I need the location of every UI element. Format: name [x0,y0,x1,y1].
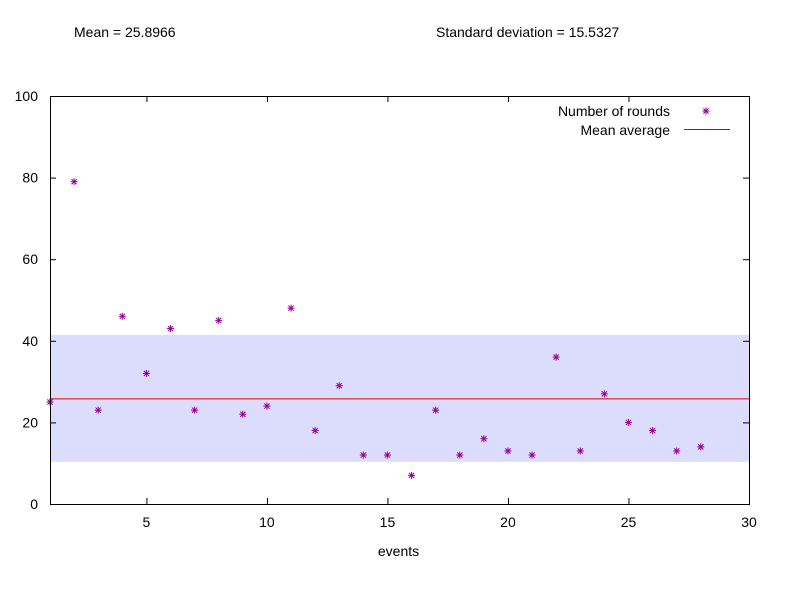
standard-deviation-text: Standard deviation = 15.5327 [436,24,620,40]
x-tick-label: 10 [259,514,275,530]
x-tick-label: 25 [621,514,637,530]
data-point [697,443,705,451]
data-point [239,410,247,418]
data-point [504,447,512,455]
data-point [649,427,657,435]
data-point [576,447,584,455]
data-point [287,304,295,312]
x-tick-label: 15 [380,514,396,530]
data-point [359,451,367,459]
data-point [383,451,391,459]
data-point [432,406,440,414]
data-point [673,447,681,455]
data-point [311,427,319,435]
mean-value-text: Mean = 25.8966 [74,24,176,40]
data-point [142,369,150,377]
data-point [552,353,560,361]
data-point [215,316,223,324]
x-tick-label: 20 [500,514,516,530]
legend: Number of rounds Mean average [558,103,730,138]
x-axis-label: events [378,543,419,559]
x-tick-label: 30 [741,514,757,530]
data-point [624,418,632,426]
y-tick-label: 60 [22,251,38,267]
data-point [70,178,78,186]
data-point [263,402,271,410]
axis-tick-labels: 0 20 40 60 80 100 5 10 15 20 25 30 [15,88,757,530]
legend-label-number-of-rounds: Number of rounds [558,103,670,119]
data-point [167,325,175,333]
data-point [335,382,343,390]
y-tick-label: 20 [22,414,38,430]
y-tick-label: 0 [30,496,38,512]
data-point [94,406,102,414]
y-tick-label: 100 [15,88,39,104]
legend-marker-number-of-rounds [702,107,710,115]
data-point [191,406,199,414]
data-point [456,451,464,459]
data-point [118,312,126,320]
x-tick-label: 5 [143,514,151,530]
data-point [408,471,416,479]
data-points [46,178,705,479]
data-point [600,390,608,398]
data-point [528,451,536,459]
y-tick-label: 80 [22,170,38,186]
legend-label-mean-average: Mean average [580,122,670,138]
y-tick-label: 40 [22,333,38,349]
plot-border [50,96,750,505]
data-point [480,435,488,443]
